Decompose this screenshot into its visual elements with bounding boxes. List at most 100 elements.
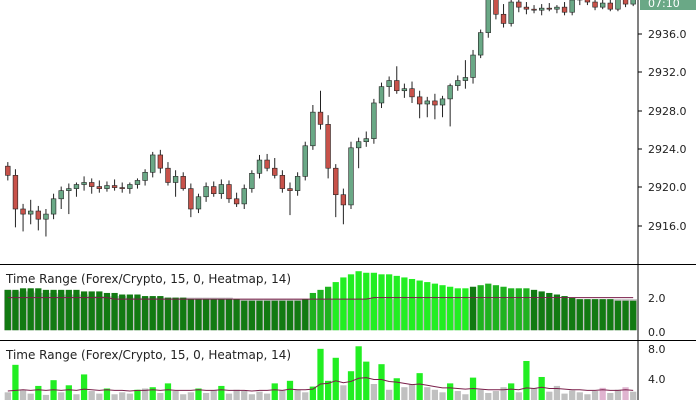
candle-body (409, 88, 415, 98)
indicator-2-bar (195, 388, 202, 400)
indicator-2-bar (553, 385, 561, 400)
candle (272, 158, 278, 179)
candle-body (264, 159, 270, 169)
indicator-1-bar (584, 299, 591, 331)
candle (371, 98, 377, 144)
candle (58, 186, 64, 209)
indicator-1-bar (134, 294, 141, 331)
candle-body (477, 32, 484, 56)
candle-body (546, 7, 552, 10)
candle (89, 178, 95, 194)
candle (249, 170, 255, 193)
indicator-1-histogram (4, 271, 637, 331)
indicator-2-bar (210, 390, 217, 400)
candle-body (348, 147, 354, 206)
candle-body (203, 186, 209, 198)
indicator-1-bar (309, 292, 317, 331)
indicator-1-average-line (7, 297, 634, 300)
candle-body (66, 188, 72, 191)
current-price-tag-text: 07:10 (648, 0, 680, 10)
indicator-2-bar (622, 387, 629, 400)
candle-body (462, 77, 469, 81)
indicator-2-bar (500, 387, 507, 400)
indicator-1-bar (157, 296, 164, 331)
indicator-2-average-line (7, 377, 634, 392)
indicator-1-bar (485, 283, 492, 331)
indicator-1-bar (439, 285, 446, 331)
candle-body (157, 154, 164, 169)
candle-body (142, 171, 148, 181)
indicator-1-bar (599, 299, 606, 331)
candle (561, 2, 568, 16)
indicator-2-bar (73, 394, 80, 400)
candle (516, 0, 522, 13)
candle (20, 203, 26, 232)
indicator-1-bar (50, 289, 57, 331)
candle-body (302, 145, 308, 177)
candle (409, 81, 415, 103)
candle (439, 95, 446, 118)
candle-body (386, 80, 392, 87)
indicator-2-bar (42, 394, 50, 400)
indicator-1-bar (386, 274, 393, 331)
candle-body (81, 182, 87, 185)
indicator-1-bar (416, 280, 423, 331)
candle-body (211, 186, 217, 194)
candle-body (607, 2, 613, 10)
candle (600, 0, 606, 10)
indicator-2-bar (454, 391, 461, 400)
candle (325, 115, 331, 179)
candle (470, 49, 476, 84)
indicator-1-bar (180, 297, 187, 331)
indicator-2-bar (439, 392, 446, 400)
candle-body (241, 188, 247, 205)
candle-body (554, 6, 560, 10)
candle (28, 199, 34, 225)
candle (592, 0, 598, 11)
candle-body (5, 165, 11, 176)
indicator-2-bar (614, 389, 622, 400)
candle-body (20, 208, 26, 215)
indicator-1-bar (35, 288, 42, 331)
indicator-1-bar (553, 294, 561, 331)
candle-body (333, 167, 339, 196)
candle-body (615, 0, 621, 10)
candle-body (96, 186, 102, 189)
indicator-2-bar (401, 387, 408, 400)
candle (5, 162, 11, 181)
indicator-2-bar (309, 386, 317, 400)
candle (180, 172, 186, 191)
candle (493, 0, 499, 20)
candle-body (523, 6, 530, 10)
candle (554, 5, 560, 14)
candle-body (119, 187, 125, 189)
indicator-2-bar (393, 378, 400, 400)
indicator-1-bar (462, 288, 469, 331)
price-tick-label: 2920.0 (648, 181, 687, 194)
indicator-2-bar (431, 389, 439, 400)
indicator-1-bar (58, 289, 65, 331)
candle-body (447, 85, 453, 100)
candle (35, 205, 41, 231)
candle (607, 0, 613, 12)
candle-body (394, 80, 400, 92)
indicator-2-bar (340, 385, 347, 400)
candle (157, 149, 164, 174)
candle (462, 60, 469, 89)
candle (401, 83, 408, 98)
indicator-1-bar (431, 283, 439, 331)
candle-body (539, 7, 545, 11)
indicator-1-bar (469, 286, 477, 331)
candle-body (600, 2, 606, 8)
candle-body (378, 86, 385, 104)
indicator-2-bar (607, 392, 614, 400)
candle-body (279, 175, 286, 189)
candle (165, 162, 171, 186)
candle-body (516, 1, 522, 8)
indicator-1-bar (210, 299, 217, 331)
indicator-2-bar (561, 393, 568, 400)
indicator-2-bar (332, 357, 339, 400)
